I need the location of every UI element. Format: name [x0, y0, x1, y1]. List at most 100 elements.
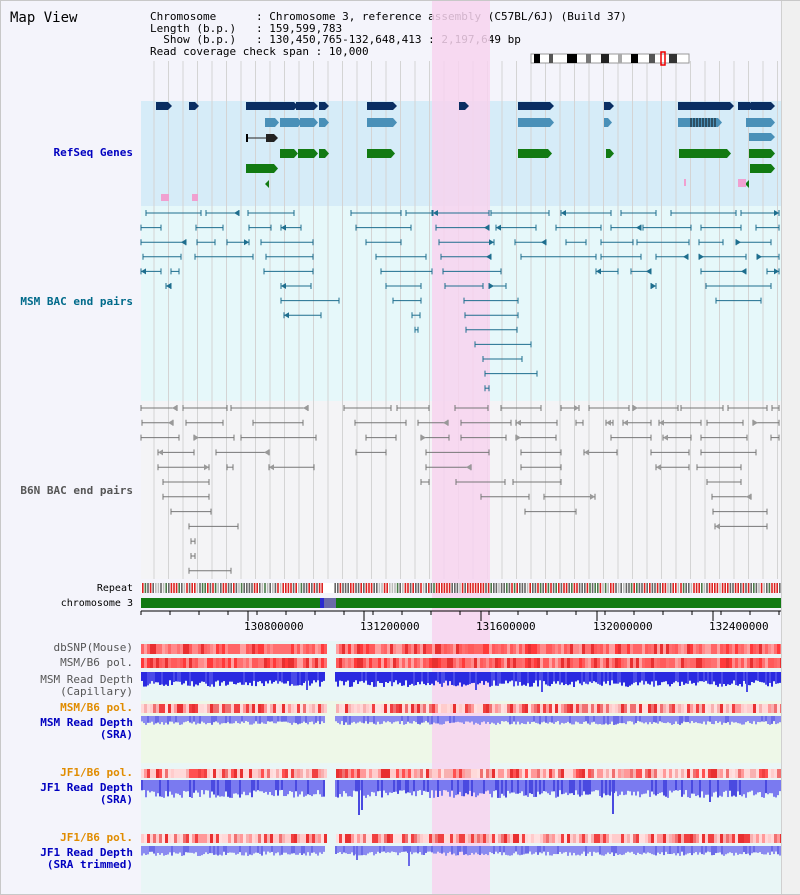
- read-depth-bar: [483, 672, 485, 685]
- read-depth-bar: [315, 846, 317, 854]
- read-depth-bar: [235, 716, 237, 722]
- read-depth-bar: [523, 780, 525, 796]
- read-depth-bar: [145, 846, 147, 855]
- track-plot[interactable]: [1, 1, 781, 894]
- polymorphism-cell: [192, 704, 195, 713]
- gene-feature: [749, 149, 771, 158]
- polymorphism-cell: [603, 834, 606, 843]
- polymorphism-cell: [357, 769, 360, 778]
- read-depth-bar: [743, 846, 745, 853]
- read-depth-bar: [319, 672, 321, 687]
- read-depth-bar: [661, 716, 663, 723]
- repeat-mark: [438, 583, 440, 593]
- polymorphism-cell: [441, 834, 444, 843]
- polymorphism-cell: [234, 644, 237, 654]
- polymorphism-cell: [405, 658, 408, 668]
- read-depth-bar: [509, 672, 511, 682]
- read-depth-bar: [761, 716, 763, 722]
- polymorphism-cell: [711, 644, 714, 654]
- read-depth-bar: [659, 672, 661, 686]
- repeat-mark: [420, 583, 422, 593]
- ideogram-band: [534, 54, 540, 63]
- polymorphism-cell: [207, 658, 210, 668]
- read-depth-bar: [553, 846, 555, 854]
- read-depth-bar: [285, 780, 287, 797]
- polymorphism-cell: [627, 704, 630, 713]
- polymorphism-cell: [636, 704, 639, 713]
- repeat-mark: [443, 583, 446, 593]
- read-depth-bar: [157, 672, 159, 683]
- read-depth-bar: [435, 846, 437, 854]
- read-depth-bar: [625, 780, 627, 795]
- polymorphism-cell: [600, 704, 603, 713]
- read-depth-bar: [673, 846, 675, 854]
- polymorphism-cell: [708, 658, 711, 668]
- polymorphism-cell: [291, 834, 294, 843]
- read-depth-bar: [597, 716, 599, 725]
- polymorphism-cell: [546, 644, 549, 654]
- polymorphism-cell: [162, 834, 165, 843]
- polymorphism-cell: [567, 769, 570, 778]
- polymorphism-cell: [450, 769, 453, 778]
- polymorphism-cell: [354, 704, 357, 713]
- polymorphism-cell: [702, 704, 705, 713]
- polymorphism-cell: [759, 658, 762, 668]
- read-depth-bar: [481, 716, 483, 723]
- polymorphism-cell: [660, 704, 663, 713]
- polymorphism-cell: [273, 644, 276, 654]
- polymorphism-cell: [726, 658, 729, 668]
- polymorphism-cell: [726, 834, 729, 843]
- repeat-mark: [581, 583, 583, 593]
- read-depth-bar: [339, 780, 341, 795]
- polymorphism-cell: [489, 644, 492, 654]
- polymorphism-cell: [222, 704, 225, 713]
- read-depth-bar: [261, 846, 263, 856]
- repeat-mark: [495, 583, 498, 593]
- read-depth-bar: [637, 780, 639, 792]
- read-depth-bar: [729, 846, 731, 853]
- polymorphism-cell: [555, 769, 558, 778]
- read-depth-bar: [445, 846, 447, 856]
- polymorphism-cell: [759, 644, 762, 654]
- read-depth-bar: [539, 846, 541, 853]
- polymorphism-cell: [420, 769, 423, 778]
- polymorphism-cell: [522, 769, 525, 778]
- read-depth-bar: [239, 716, 241, 724]
- polymorphism-cell: [306, 644, 309, 654]
- polymorphism-cell: [429, 834, 432, 843]
- read-depth-bar: [423, 846, 425, 856]
- read-depth-bar: [643, 780, 645, 794]
- read-depth-bar: [691, 846, 693, 856]
- repeat-mark: [675, 583, 677, 593]
- polymorphism-cell: [735, 658, 738, 668]
- polymorphism-cell: [393, 644, 396, 654]
- polymorphism-cell: [153, 834, 156, 843]
- read-depth-bar: [403, 672, 405, 686]
- read-depth-bar: [637, 672, 639, 686]
- vertical-scrollbar[interactable]: [781, 1, 800, 894]
- repeat-mark: [272, 583, 274, 593]
- read-depth-bar: [227, 716, 229, 723]
- polymorphism-cell: [390, 658, 393, 668]
- polymorphism-cell: [201, 769, 204, 778]
- read-depth-bar: [481, 846, 483, 854]
- jf1-depth-sra-line1: JF1 Read Depth: [40, 781, 133, 794]
- read-depth-bar: [713, 716, 715, 725]
- read-depth-bar: [453, 716, 455, 723]
- polymorphism-cell: [660, 658, 663, 668]
- read-depth-bar: [701, 846, 703, 855]
- polymorphism-cell: [360, 644, 363, 654]
- polymorphism-cell: [558, 644, 561, 654]
- read-depth-bar: [557, 672, 559, 682]
- read-depth-bar: [567, 716, 569, 722]
- read-depth-bar: [359, 672, 361, 682]
- polymorphism-cell: [609, 769, 612, 778]
- polymorphism-cell: [399, 644, 402, 654]
- read-depth-bar: [717, 672, 719, 687]
- read-depth-bar: [275, 780, 277, 791]
- polymorphism-cell: [570, 644, 573, 654]
- read-depth-bar: [593, 716, 595, 722]
- polymorphism-cell: [624, 644, 627, 654]
- polymorphism-cell: [723, 834, 726, 843]
- read-depth-bar: [279, 716, 281, 722]
